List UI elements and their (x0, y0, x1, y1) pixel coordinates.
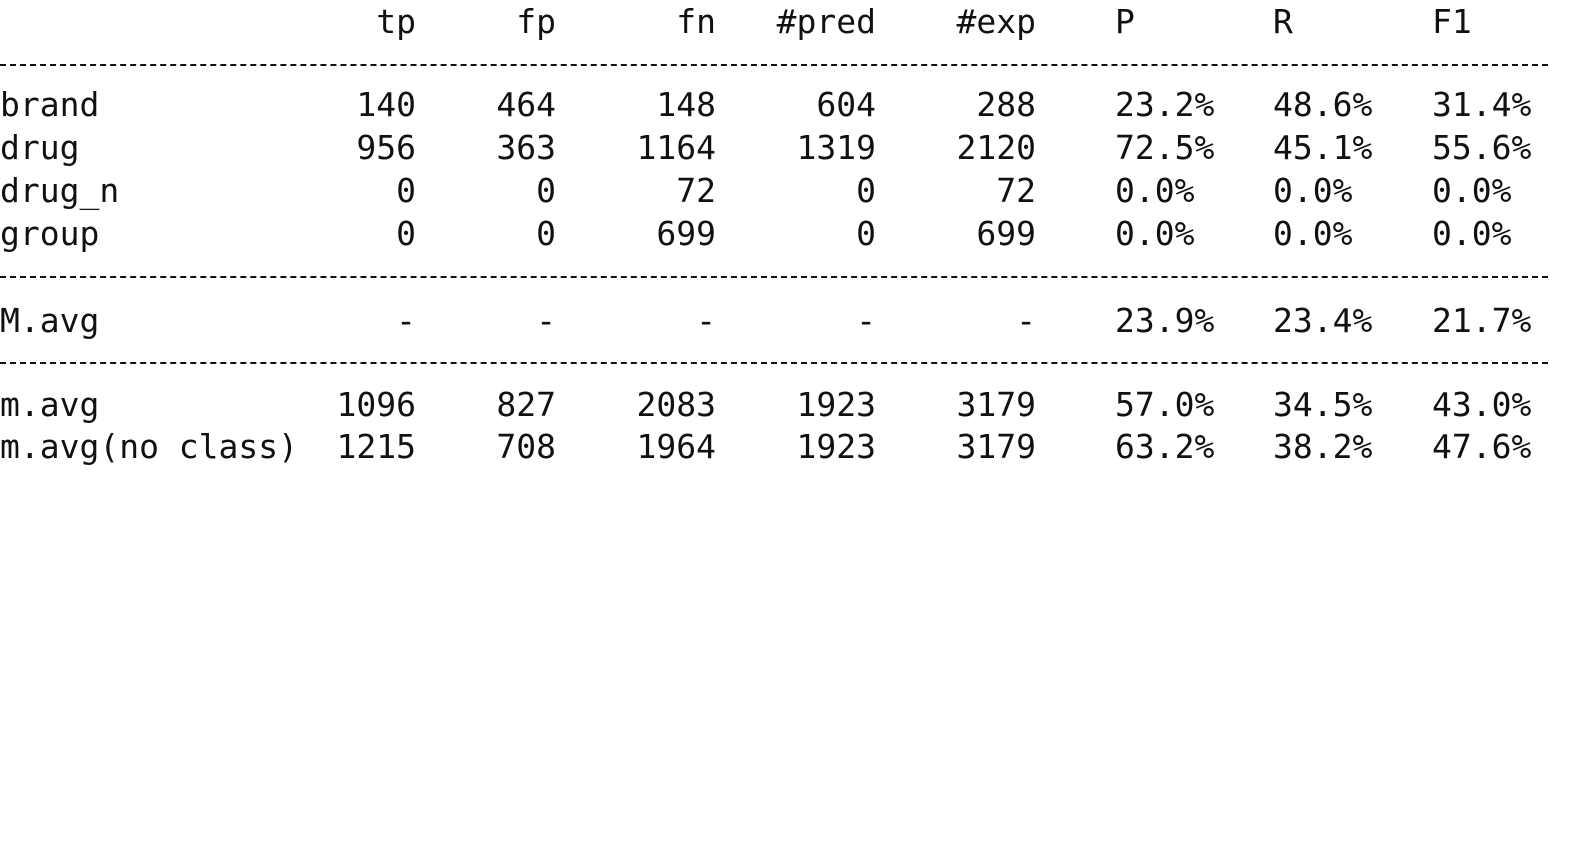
cell-f1: 0.0% (1432, 171, 1512, 210)
cell-fn: 1964 (636, 427, 716, 466)
cell-r: 34.5% (1273, 385, 1373, 424)
cell-fn: 2083 (636, 385, 716, 424)
cell-fn: - (696, 301, 716, 340)
separator-line (0, 64, 1548, 66)
micro-average-row: m.avg 1096 827 2083 1923 3179 57.0% 34.5… (0, 385, 1575, 425)
cell-p: 63.2% (1115, 427, 1215, 466)
cell-pred: - (856, 301, 876, 340)
cell-fp: 464 (496, 85, 556, 124)
separator-line (0, 362, 1548, 364)
separator-line (0, 276, 1548, 278)
header-fp: fp (516, 2, 556, 41)
cell-p: 72.5% (1115, 128, 1215, 167)
header-r: R (1273, 2, 1293, 41)
cell-tp: 1096 (336, 385, 416, 424)
cell-fp: 0 (536, 171, 556, 210)
header-exp: #exp (956, 2, 1036, 41)
cell-exp: 699 (976, 214, 1036, 253)
cell-p: 0.0% (1115, 214, 1195, 253)
cell-pred: 1923 (796, 385, 876, 424)
table-row: drug 956 363 1164 1319 2120 72.5% 45.1% … (0, 128, 1575, 168)
cell-r: 23.4% (1273, 301, 1373, 340)
cell-fn: 72 (676, 171, 716, 210)
cell-p: 57.0% (1115, 385, 1215, 424)
cell-pred: 1319 (796, 128, 876, 167)
row-label: M.avg (0, 301, 100, 340)
cell-p: 23.2% (1115, 85, 1215, 124)
cell-f1: 43.0% (1432, 385, 1532, 424)
cell-r: 0.0% (1273, 214, 1353, 253)
cell-tp: 956 (356, 128, 416, 167)
cell-tp: - (396, 301, 416, 340)
cell-fp: - (536, 301, 556, 340)
cell-fn: 1164 (636, 128, 716, 167)
cell-pred: 604 (816, 85, 876, 124)
cell-exp: 2120 (956, 128, 1036, 167)
evaluation-results-table: tp fp fn #pred #exp P R F1 brand 140 464… (0, 2, 1575, 467)
cell-f1: 47.6% (1432, 427, 1532, 466)
cell-fp: 363 (496, 128, 556, 167)
table-row: drug_n 0 0 72 0 72 0.0% 0.0% 0.0% (0, 171, 1575, 211)
header-f1: F1 (1432, 2, 1472, 41)
macro-average-row: M.avg - - - - - 23.9% 23.4% 21.7% (0, 301, 1575, 341)
cell-f1: 21.7% (1432, 301, 1532, 340)
header-tp: tp (376, 2, 416, 41)
cell-exp: 3179 (956, 385, 1036, 424)
cell-tp: 0 (396, 171, 416, 210)
table-row: group 0 0 699 0 699 0.0% 0.0% 0.0% (0, 214, 1575, 254)
row-label: m.avg (0, 385, 100, 424)
cell-f1: 55.6% (1432, 128, 1532, 167)
cell-fn: 148 (656, 85, 716, 124)
row-label: drug (0, 128, 80, 167)
cell-tp: 0 (396, 214, 416, 253)
cell-exp: 3179 (956, 427, 1036, 466)
cell-tp: 140 (356, 85, 416, 124)
cell-r: 0.0% (1273, 171, 1353, 210)
micro-average-row: m.avg(no class) 1215 708 1964 1923 3179 … (0, 427, 1575, 467)
row-label: m.avg(no class) (0, 427, 299, 466)
cell-pred: 1923 (796, 427, 876, 466)
table-row: brand 140 464 148 604 288 23.2% 48.6% 31… (0, 85, 1575, 125)
cell-fp: 827 (496, 385, 556, 424)
row-label: drug_n (0, 171, 120, 210)
header-fn: fn (676, 2, 716, 41)
cell-exp: - (1016, 301, 1036, 340)
header-p: P (1115, 2, 1135, 41)
row-label: group (0, 214, 100, 253)
cell-r: 48.6% (1273, 85, 1373, 124)
cell-r: 45.1% (1273, 128, 1373, 167)
header-pred: #pred (776, 2, 876, 41)
row-label: brand (0, 85, 100, 124)
cell-p: 0.0% (1115, 171, 1195, 210)
cell-f1: 31.4% (1432, 85, 1532, 124)
cell-fn: 699 (656, 214, 716, 253)
cell-tp: 1215 (336, 427, 416, 466)
cell-fp: 708 (496, 427, 556, 466)
cell-p: 23.9% (1115, 301, 1215, 340)
cell-r: 38.2% (1273, 427, 1373, 466)
cell-fp: 0 (536, 214, 556, 253)
cell-pred: 0 (856, 171, 876, 210)
cell-pred: 0 (856, 214, 876, 253)
header-row: tp fp fn #pred #exp P R F1 (0, 2, 1575, 42)
cell-exp: 288 (976, 85, 1036, 124)
cell-f1: 0.0% (1432, 214, 1512, 253)
cell-exp: 72 (996, 171, 1036, 210)
